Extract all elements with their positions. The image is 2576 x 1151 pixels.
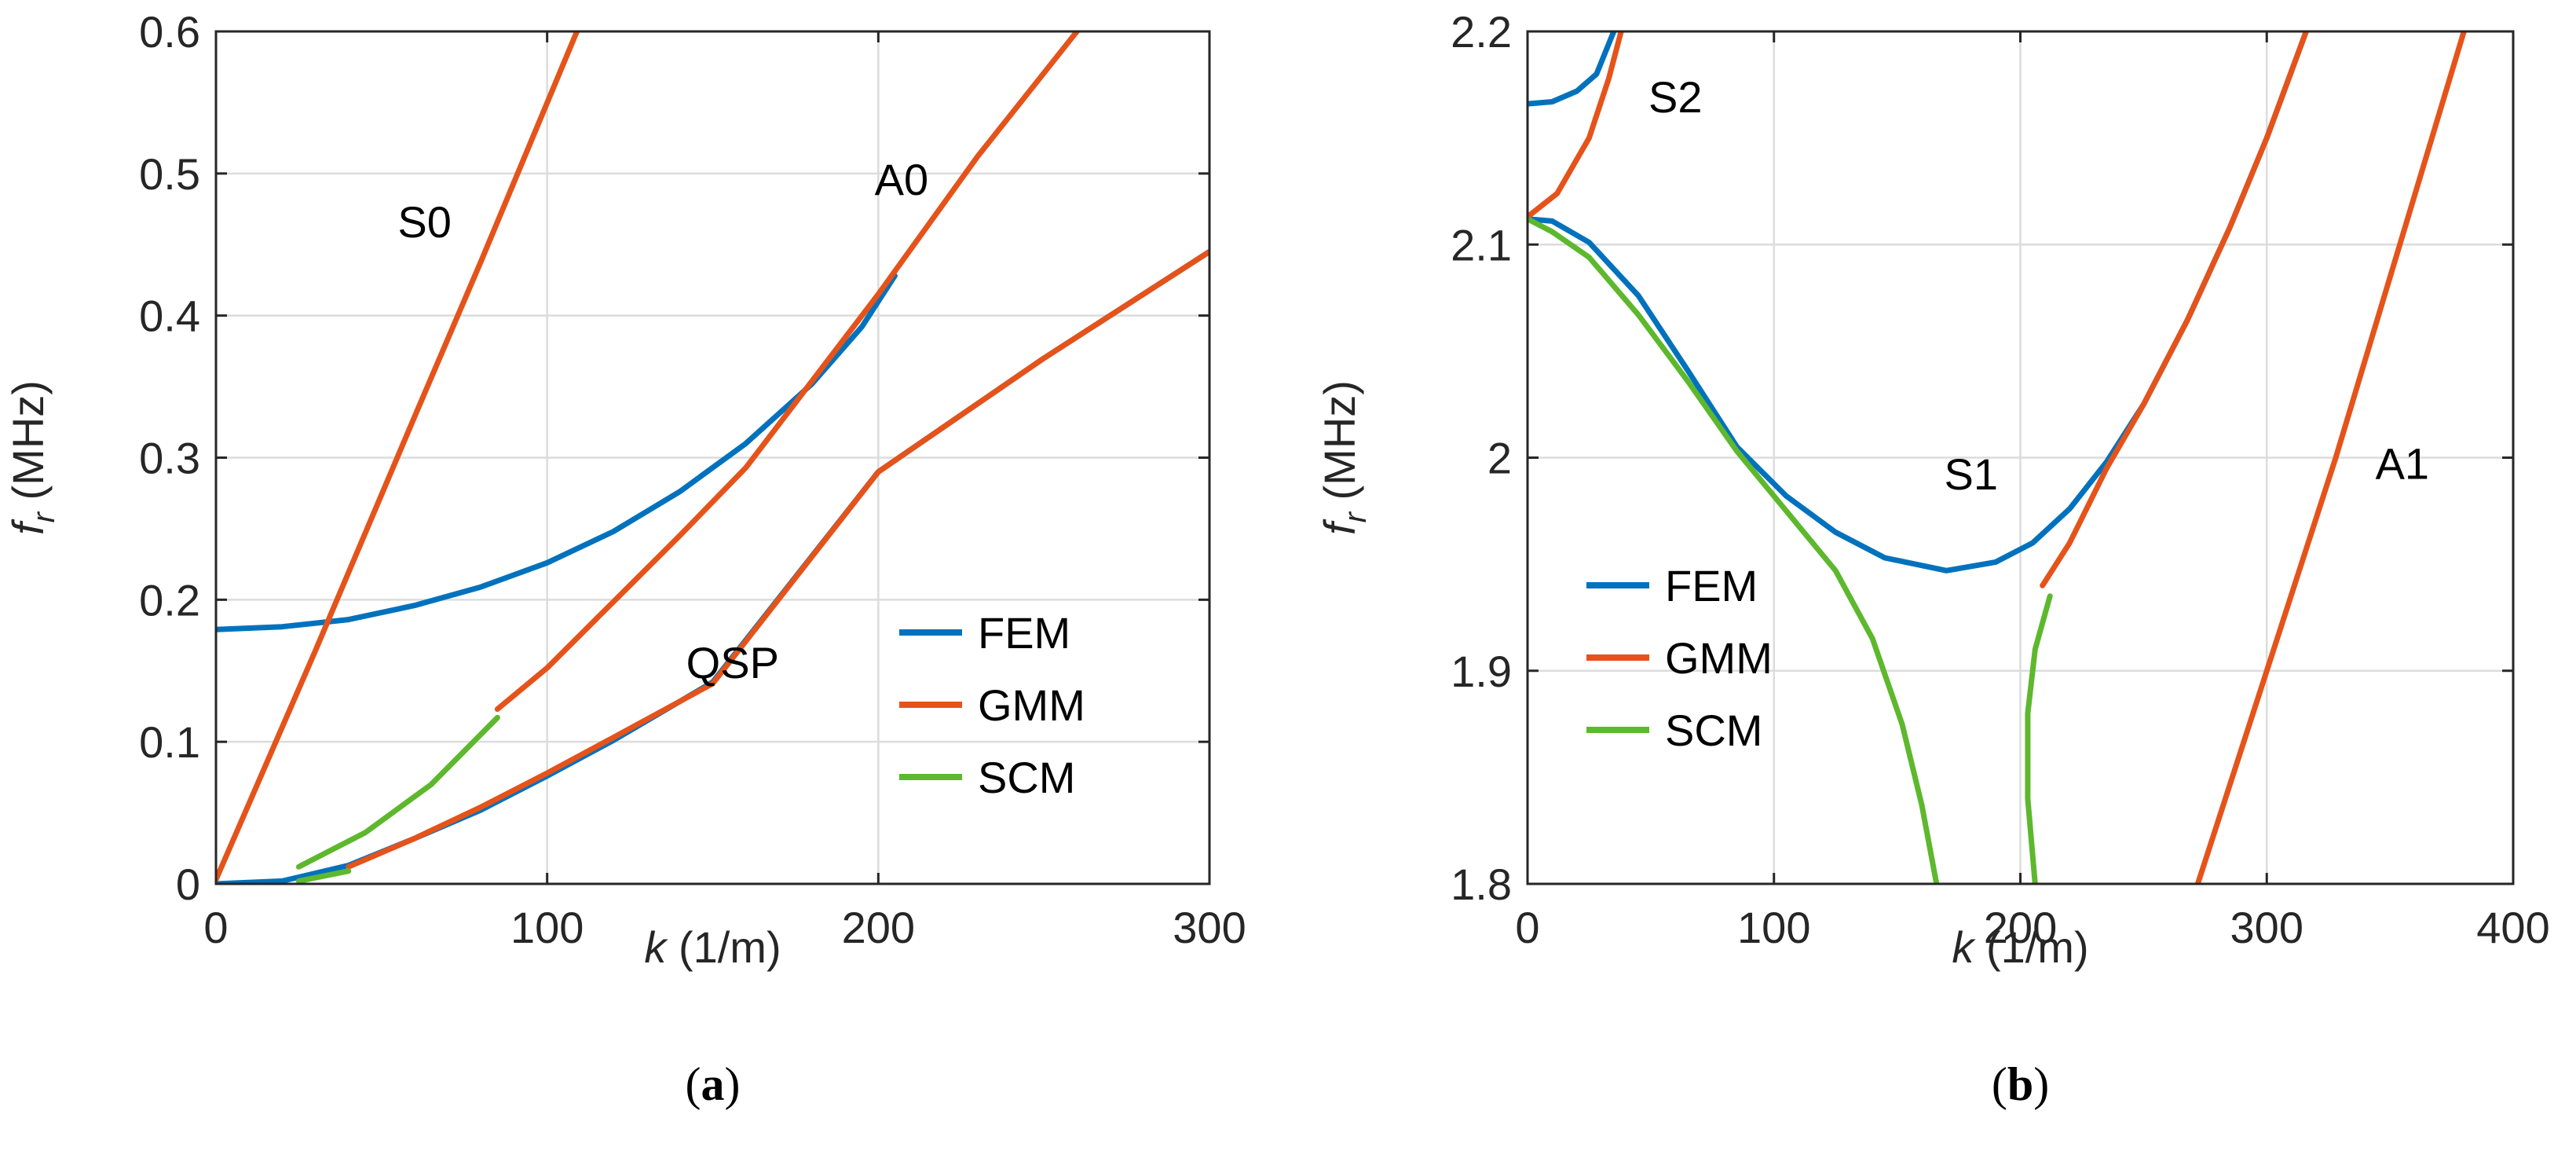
y-tick-label: 0.4 (139, 291, 200, 341)
x-axis-label: k (1/m) (644, 922, 781, 972)
legend-label-scm: SCM (1665, 706, 1762, 755)
annotation-s2: S2 (1648, 72, 1703, 122)
series-gmm-a0 (494, 31, 1080, 713)
series-scm-a0 (295, 714, 500, 870)
x-tick-label: 200 (1984, 903, 2057, 952)
series-fem-s2 (1528, 31, 1617, 107)
legend-label-gmm: GMM (1665, 633, 1773, 683)
y-axis-label: fr (MHz) (3, 380, 61, 535)
legend-label-fem: FEM (978, 608, 1070, 658)
legend-label-gmm: GMM (978, 680, 1085, 730)
panel-a: 0 100 200 300 0 0.1 0.2 0.3 0.4 0.5 0.6 k (1/m) fr (… (3, 7, 1246, 1110)
annotation-qsp: QSP (686, 638, 779, 687)
panel-label: (a) (686, 1058, 741, 1110)
legend: FEM GMM SCM (899, 608, 1085, 802)
series-group (216, 31, 1209, 884)
y-tick-label: 0.1 (139, 717, 200, 767)
x-tick-label: 200 (842, 903, 915, 952)
annotation-a0: A0 (875, 155, 929, 204)
x-tick-label: 300 (1173, 903, 1246, 952)
y-tick-label: 2.2 (1451, 7, 1512, 57)
y-tick-label: 0 (176, 860, 200, 909)
y-axis-label: fr (MHz) (1315, 380, 1373, 535)
y-tick-label: 2.1 (1451, 220, 1512, 269)
x-tick-label: 0 (1515, 903, 1539, 952)
y-tick-label: 0.2 (139, 575, 200, 625)
y-tick-label: 2 (1487, 434, 1512, 483)
x-tick-label: 0 (203, 903, 228, 952)
x-tick-label: 300 (2230, 903, 2303, 952)
series-gmm-s1 (2040, 31, 2309, 588)
series-scm-qsp (295, 868, 352, 884)
x-tick-label: 100 (510, 903, 584, 952)
series-scm-s1-left (1528, 216, 1940, 884)
series-gmm-s2 (1528, 31, 1624, 220)
y-tick-label: 0.3 (139, 434, 200, 483)
legend-label-scm: SCM (978, 753, 1075, 802)
series-gmm-qsp (346, 248, 1209, 870)
series-group (1528, 31, 2467, 884)
annotation-s1: S1 (1945, 449, 1999, 499)
x-tick-label: 400 (2476, 903, 2549, 952)
panel-b: 0 100 200 300 400 1.8 1.9 2 2.1 2.2 k (1/m) fr (MHz… (1315, 7, 2550, 1110)
annotation-s0: S0 (397, 197, 452, 247)
y-tick-label: 1.9 (1451, 647, 1512, 696)
y-tick-label: 0.6 (139, 7, 200, 57)
x-axis-label: k (1/m) (1952, 922, 2088, 972)
series-scm-s1-right (2025, 593, 2053, 884)
legend: FEM GMM SCM (1586, 561, 1773, 755)
x-tick-label: 100 (1737, 903, 1810, 952)
panel-label: (b) (1992, 1058, 2049, 1110)
series-gmm-a1 (2194, 31, 2467, 884)
y-tick-label: 0.5 (139, 149, 200, 199)
legend-label-fem: FEM (1665, 561, 1758, 610)
annotation-a1: A1 (2376, 439, 2430, 489)
series-gmm-s0 (216, 31, 580, 883)
y-tick-label: 1.8 (1451, 860, 1512, 909)
